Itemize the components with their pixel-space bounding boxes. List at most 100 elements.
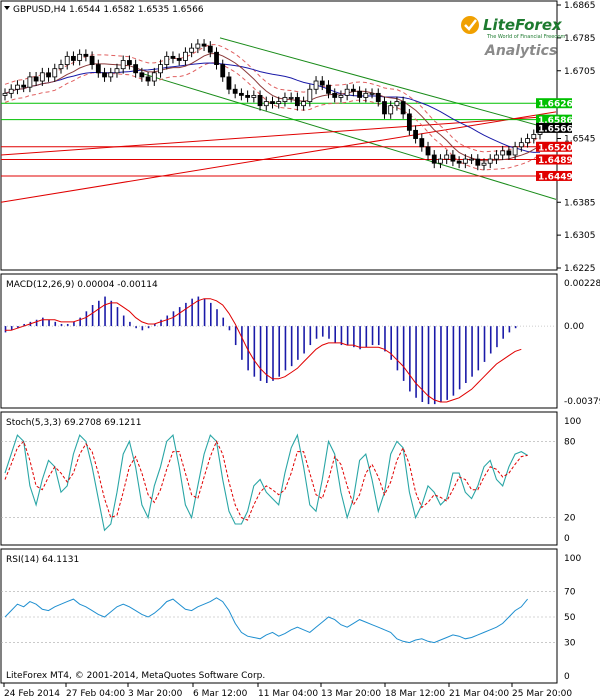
- candle-body: [77, 53, 83, 61]
- rsi-line: [4, 597, 528, 644]
- axis-labels: 1.68651.67851.67051.66261.65861.65661.65…: [3, 1, 600, 699]
- candle-body: [21, 84, 27, 88]
- stoch-tick-label-2: 20: [564, 514, 576, 524]
- candle-body: [294, 97, 300, 107]
- candle-body: [15, 84, 20, 90]
- price-tick-label-10: 1.6385: [564, 198, 596, 208]
- candle-body: [525, 138, 530, 144]
- macd-tick-label-0: 0.00228: [564, 279, 600, 289]
- copyright-text: LiteForex MT4, © 2001-2014, MetaQuotes S…: [6, 671, 265, 681]
- time-tick-label-4: 11 Mar 04:00: [258, 689, 318, 699]
- candle-body: [494, 154, 499, 160]
- candle-body: [313, 80, 319, 90]
- candle-body: [64, 55, 70, 65]
- candle-body: [207, 45, 213, 53]
- collapse-triangle-icon[interactable]: [4, 6, 10, 10]
- price-tick-label-0: 1.6865: [564, 1, 596, 11]
- rising-trend-line: [0, 111, 557, 203]
- price-level-tag: [536, 154, 572, 165]
- rsi-tick-label-4: 0: [564, 672, 570, 682]
- candle-body: [438, 158, 443, 164]
- candle-body: [139, 72, 145, 78]
- candle-body: [183, 51, 188, 61]
- candle-body: [232, 88, 238, 94]
- candle-body: [27, 76, 33, 88]
- candle-body: [158, 64, 163, 74]
- time-tick-label-1: 27 Feb 04:00: [66, 689, 125, 699]
- time-tick-label-3: 6 Mar 12:00: [193, 689, 248, 699]
- price-tag-label-8: 1.6489: [538, 156, 573, 166]
- time-tick-label-0: 24 Feb 2014: [4, 689, 60, 699]
- candle-body: [450, 154, 456, 162]
- candle-body: [531, 134, 537, 139]
- candle-body: [425, 146, 431, 156]
- price-level-tag: [536, 122, 572, 133]
- price-tag-label-3: 1.6626: [538, 100, 573, 110]
- candle-body: [245, 95, 251, 98]
- candle-body: [58, 64, 64, 70]
- price-level-tag: [536, 114, 572, 125]
- candle-body: [263, 101, 269, 107]
- logo-emblem-icon: [461, 16, 479, 34]
- candle-body: [8, 88, 14, 94]
- candle-body: [388, 105, 394, 115]
- price-tag-label-9: 1.6449: [538, 172, 573, 182]
- candle-body: [475, 158, 481, 166]
- price-level-tag: [536, 170, 572, 181]
- price-level-tag: [536, 141, 572, 152]
- macd-panel-frame: [0, 273, 558, 409]
- candle-body: [39, 72, 45, 82]
- time-tick-label-7: 21 Mar 04:00: [449, 689, 509, 699]
- candle-body: [46, 72, 51, 78]
- price-tick-label-1: 1.6785: [564, 34, 596, 44]
- support-trend-line: [0, 115, 557, 156]
- price-tag-label-4: 1.6586: [538, 116, 573, 126]
- candle-body: [257, 95, 263, 107]
- rsi-plot: [1, 591, 556, 644]
- macd-plot: [1, 296, 556, 405]
- candle-body: [89, 55, 95, 65]
- candle-body: [238, 92, 244, 96]
- candle-body: [319, 80, 325, 86]
- candle-body: [170, 55, 176, 59]
- candle-body: [195, 43, 201, 49]
- candle-body: [456, 160, 462, 164]
- candle-body: [406, 113, 412, 131]
- candle-body: [220, 64, 226, 78]
- stoch-signal-line: [4, 440, 528, 521]
- bollinger-upper: [4, 44, 541, 153]
- time-tick-label-8: 25 Mar 20:00: [512, 689, 572, 699]
- candle-body: [462, 158, 468, 164]
- candle-body: [413, 129, 418, 139]
- liteforex-logo: LiteForex The World of Financial Freedom…: [461, 16, 566, 59]
- price-tag-label-5: 1.6566: [538, 124, 573, 134]
- rsi-tick-label-3: 30: [564, 639, 576, 649]
- stoch-tick-label-3: 0: [564, 534, 570, 544]
- time-tick-label-2: 3 Mar 20:00: [128, 689, 183, 699]
- candle-body: [164, 55, 170, 65]
- rsi-tick-label-1: 70: [564, 587, 576, 597]
- stoch-tick-label-1: 80: [564, 437, 576, 447]
- candle-body: [251, 95, 257, 98]
- candle-body: [276, 101, 282, 105]
- candle-body: [363, 92, 369, 98]
- stoch-tick-label-0: 100: [564, 417, 581, 427]
- candle-body: [189, 47, 195, 53]
- candle-body: [307, 88, 313, 102]
- candle-body: [518, 142, 524, 148]
- candle-body: [71, 55, 76, 61]
- price-panel-frame: [0, 0, 558, 271]
- macd-tick-label-1: 0.00: [564, 322, 584, 332]
- macd-tick-label-2: -0.00379: [564, 397, 600, 407]
- candle-body: [108, 72, 114, 78]
- rsi-panel-frame: [0, 548, 558, 684]
- time-tick-label-5: 13 Mar 20:00: [321, 689, 381, 699]
- time-tick-label-6: 18 Mar 12:00: [385, 689, 445, 699]
- channel-upper-line: [219, 37, 557, 131]
- macd-signal-line: [5, 298, 522, 403]
- price-tick-label-6: 1.6545: [564, 135, 596, 145]
- channel-lower-line: [139, 72, 557, 200]
- candle-body: [33, 76, 39, 82]
- rsi-tick-label-2: 50: [564, 613, 576, 623]
